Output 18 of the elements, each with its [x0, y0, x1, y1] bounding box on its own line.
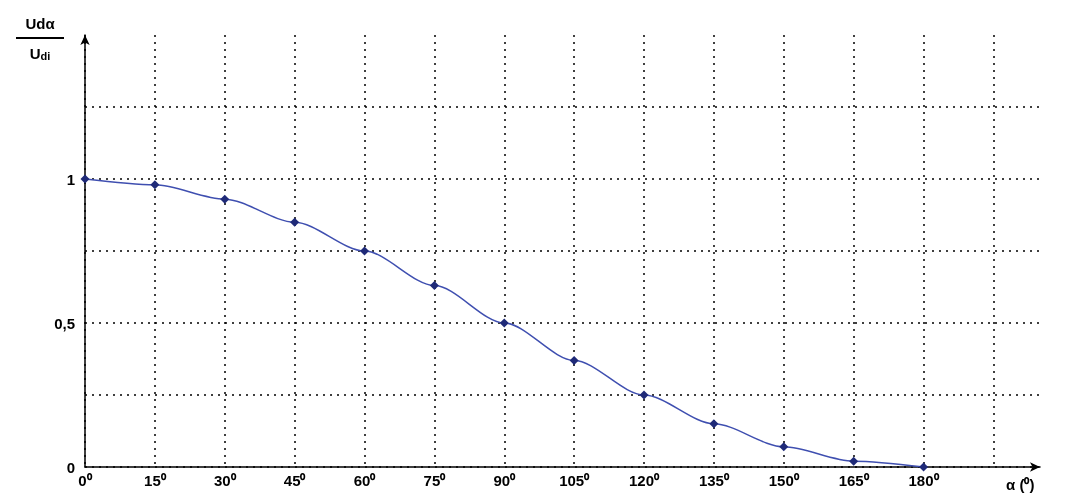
x-tick-label: 135⁰	[698, 472, 730, 489]
y-tick-label: 0,5	[54, 314, 75, 332]
x-tick-label: 75⁰	[423, 472, 447, 489]
x-tick-label: 150⁰	[768, 472, 800, 489]
x-tick-label: 165⁰	[838, 472, 870, 489]
x-tick-label: 60⁰	[353, 472, 377, 489]
x-tick-label: 105⁰	[559, 472, 591, 489]
x-tick-label: 0⁰	[78, 472, 93, 489]
x-tick-label: 45⁰	[283, 472, 307, 489]
x-tick-label: 30⁰	[213, 472, 237, 489]
x-tick-label: 90⁰	[493, 472, 517, 489]
x-tick-label: 15⁰	[144, 472, 167, 489]
x-tick-label: 120⁰	[629, 472, 661, 489]
y-tick-label: 0	[66, 458, 75, 476]
x-tick-label: 180⁰	[908, 472, 940, 489]
x-axis-title: α (⁰)	[1006, 476, 1035, 493]
y-tick-label: 1	[66, 170, 75, 188]
y-axis-title: Udα Udi	[25, 14, 56, 62]
